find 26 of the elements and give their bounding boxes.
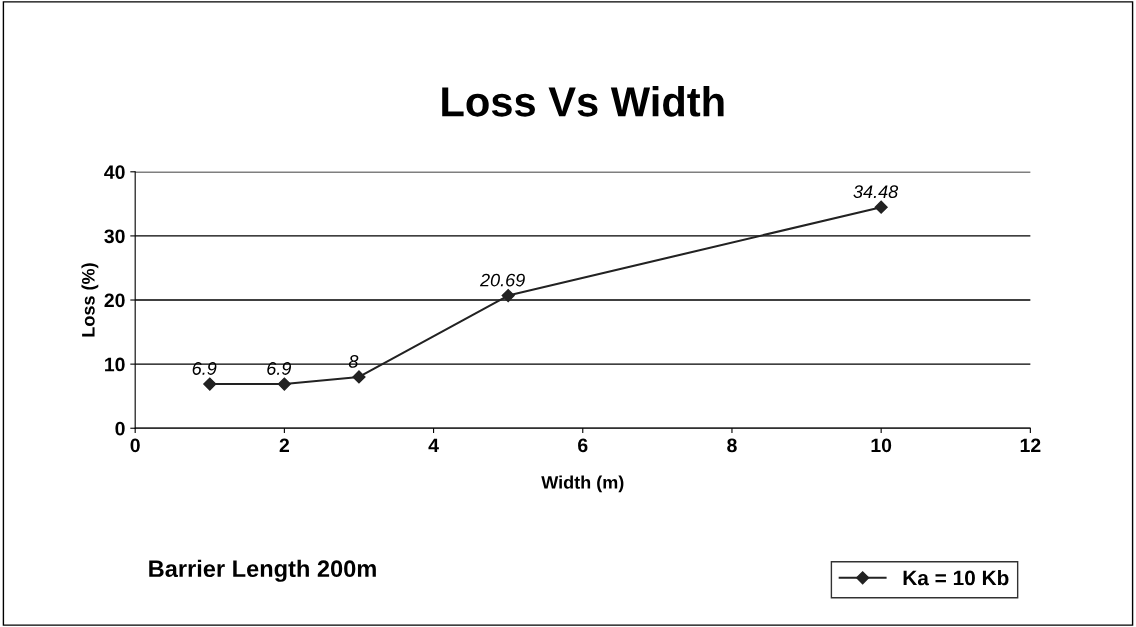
x-axis-title: Width (m)	[541, 475, 624, 493]
y-tick-label: 10	[105, 357, 125, 372]
legend-label: Ka = 10 Kb	[903, 570, 1009, 586]
x-tick-label: 6	[578, 438, 588, 453]
y-axis-title: Loss (%)	[81, 263, 99, 337]
point	[277, 377, 291, 391]
data-label: 6.9	[192, 362, 217, 375]
point	[874, 200, 888, 214]
y-tick-label: 20	[104, 293, 125, 308]
x-tick-label: 10	[871, 438, 892, 453]
y-tick-label: 30	[104, 229, 125, 244]
point	[352, 370, 366, 384]
point	[203, 377, 217, 391]
x-tick-label: 12	[1020, 438, 1041, 453]
data-label: 6.9	[267, 362, 291, 375]
text: Barrier Length 200m	[149, 559, 376, 582]
x-tick-label: 4	[428, 438, 439, 453]
x-tick-label: 2	[279, 438, 290, 453]
data-label: 20.69	[479, 273, 525, 287]
data-label: 34.48	[853, 185, 899, 199]
x-tick-label: 0	[130, 438, 140, 453]
y-tick-label: 0	[115, 421, 125, 436]
y-tick-label: 40	[104, 165, 125, 180]
chart-title: Loss Vs Width	[442, 86, 724, 117]
point	[501, 289, 515, 303]
x-tick-label: 8	[727, 438, 737, 453]
